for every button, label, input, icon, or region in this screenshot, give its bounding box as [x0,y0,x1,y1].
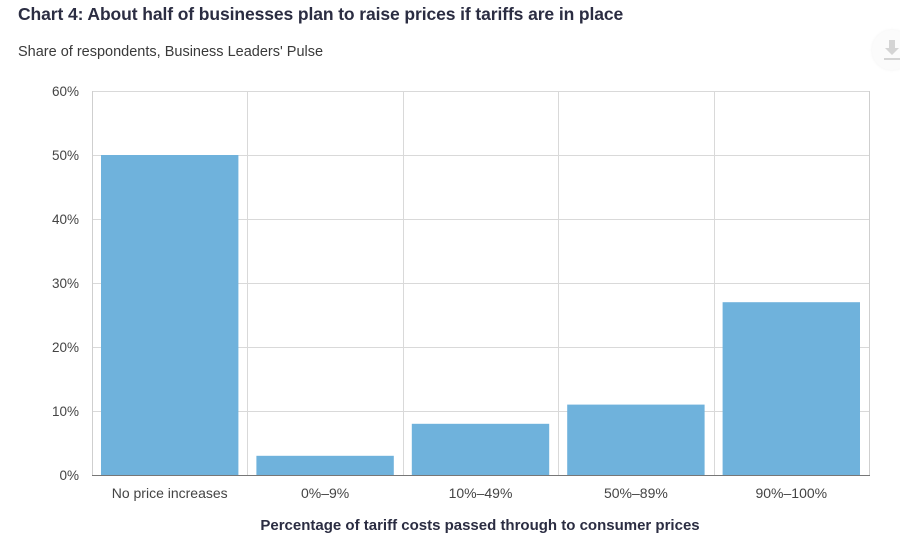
y-tick-label: 50% [52,148,79,163]
y-tick-label: 10% [52,404,79,419]
chart-title: Chart 4: About half of businesses plan t… [18,4,624,24]
bars [101,155,860,475]
bar [567,404,705,475]
download-button[interactable] [872,30,900,70]
chart-subtitle: Share of respondents, Business Leaders' … [18,44,324,60]
y-tick-label: 20% [52,340,79,355]
x-tick-label: 50%–89% [604,485,668,501]
bar [722,302,860,475]
download-icon [884,40,900,60]
x-tick-label: 10%–49% [449,485,513,501]
y-tick-label: 40% [52,212,79,227]
x-tick-label: 90%–100% [755,485,827,501]
y-tick-label: 0% [59,468,79,483]
bar [101,155,239,475]
x-tick-labels: No price increases 0%–9% 10%–49% 50%–89% 90%… [112,485,827,501]
y-tick-label: 30% [52,276,79,291]
y-tick-label: 60% [52,84,79,99]
bar [411,423,550,475]
x-axis-title: Percentage of tariff costs passed throug… [260,517,700,534]
x-tick-label: 0%–9% [301,485,349,501]
y-tick-labels: 0% 10% 20% 30% 40% 50% 60% [52,84,79,483]
bar [256,455,394,475]
x-tick-label: No price increases [112,485,228,501]
